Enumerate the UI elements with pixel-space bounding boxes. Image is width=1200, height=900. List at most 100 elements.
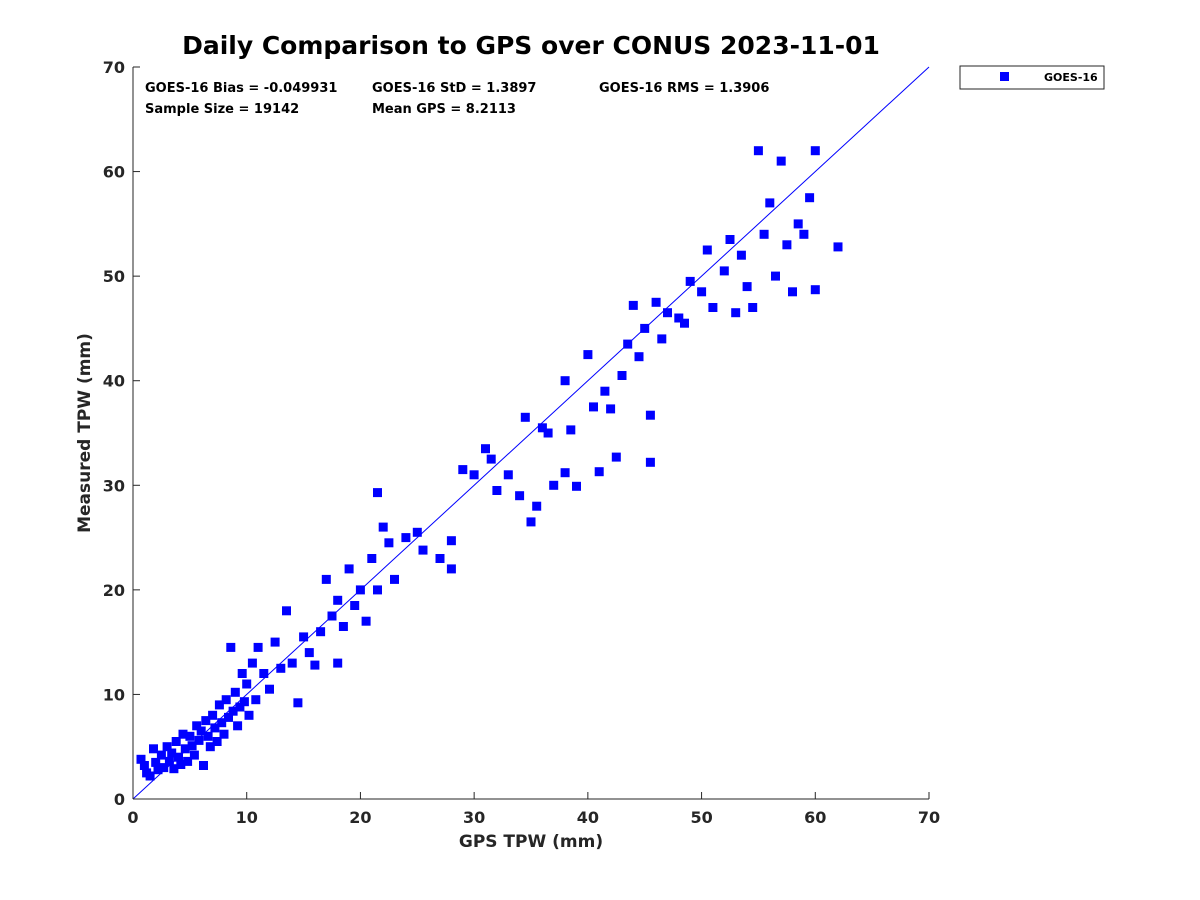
data-points	[136, 146, 843, 781]
data-point	[412, 527, 422, 537]
data-point	[176, 760, 186, 769]
data-point	[589, 402, 598, 412]
data-point	[560, 468, 570, 478]
data-point	[230, 687, 240, 697]
data-point	[486, 454, 496, 464]
data-point	[549, 480, 559, 490]
data-point	[572, 481, 581, 491]
y-tick-label: 20	[103, 581, 125, 600]
data-point	[515, 491, 525, 501]
data-point	[373, 585, 382, 595]
data-point	[611, 452, 621, 462]
x-tick-label: 60	[804, 808, 826, 827]
data-point	[697, 287, 707, 297]
data-point	[384, 538, 394, 548]
data-point	[793, 219, 803, 229]
data-point	[685, 276, 695, 286]
stat-mean-gps: Mean GPS = 8.2113	[372, 102, 516, 117]
data-point	[753, 146, 763, 156]
data-point	[645, 457, 655, 467]
data-point	[378, 522, 388, 532]
stat-std: GOES-16 StD = 1.3897	[372, 81, 536, 96]
data-point	[492, 486, 502, 495]
legend-box	[959, 65, 1105, 90]
data-point	[776, 156, 786, 166]
data-point	[566, 425, 576, 435]
x-tick-label: 40	[577, 808, 599, 827]
data-point	[201, 716, 211, 726]
data-point	[149, 744, 158, 754]
data-point	[219, 729, 229, 739]
data-point	[299, 632, 309, 642]
data-point	[719, 266, 729, 276]
data-point	[196, 726, 206, 736]
data-point	[782, 240, 792, 250]
y-tick-label: 50	[103, 267, 125, 286]
data-point	[418, 545, 428, 555]
data-point	[304, 648, 314, 658]
data-point	[469, 470, 479, 480]
data-point	[159, 763, 169, 773]
data-point	[628, 300, 638, 310]
data-point	[205, 742, 215, 752]
stat-sample-size: Sample Size = 19142	[145, 102, 299, 117]
data-point	[136, 754, 146, 764]
data-point	[282, 606, 291, 616]
legend-label-goes-16: GOES-16	[1044, 71, 1098, 84]
data-point	[226, 642, 236, 652]
data-point	[674, 313, 684, 323]
x-tick-label: 10	[236, 808, 258, 827]
data-point	[228, 706, 238, 716]
data-point	[156, 750, 166, 760]
y-tick-label: 0	[114, 790, 125, 809]
data-point	[139, 761, 149, 770]
data-point	[833, 242, 843, 252]
data-point	[742, 282, 752, 292]
x-tick-label: 70	[918, 808, 940, 827]
data-point	[162, 742, 172, 752]
data-point	[805, 193, 815, 203]
data-point	[543, 428, 553, 438]
data-point	[287, 658, 297, 668]
data-point	[645, 410, 655, 420]
data-point	[244, 710, 254, 720]
data-point	[708, 303, 718, 312]
data-point	[221, 695, 231, 705]
data-point	[208, 710, 218, 720]
data-point	[293, 698, 303, 708]
data-point	[183, 756, 193, 766]
data-point	[224, 712, 233, 722]
x-tick-label: 20	[349, 808, 371, 827]
data-point	[333, 658, 343, 668]
data-point	[401, 533, 411, 543]
data-point	[210, 723, 220, 733]
data-point	[663, 308, 672, 318]
stat-rms: GOES-16 RMS = 1.3906	[599, 81, 769, 96]
data-point	[247, 658, 257, 668]
data-point	[788, 287, 797, 297]
data-point	[167, 748, 177, 758]
data-point	[446, 564, 456, 574]
data-point	[203, 731, 213, 741]
y-axis-label: Measured TPW (mm)	[75, 333, 95, 533]
data-point	[251, 695, 261, 705]
data-point	[765, 198, 775, 208]
y-tick-label: 40	[103, 372, 125, 391]
data-point	[178, 729, 188, 739]
data-point	[237, 669, 247, 678]
data-point	[481, 444, 490, 454]
data-point	[651, 297, 661, 307]
data-point	[657, 334, 667, 344]
y-ticks: 0 10 20 30 40 50 60 70	[103, 58, 140, 809]
data-point	[171, 737, 181, 746]
data-point	[526, 517, 536, 527]
data-point	[164, 756, 174, 766]
y-tick-label: 70	[103, 58, 125, 77]
data-point	[532, 501, 542, 511]
x-axis-label: GPS TPW (mm)	[459, 832, 603, 852]
data-point	[702, 245, 712, 255]
data-point	[446, 536, 456, 546]
data-point	[771, 271, 780, 281]
data-point	[606, 404, 616, 414]
data-point	[731, 308, 741, 318]
